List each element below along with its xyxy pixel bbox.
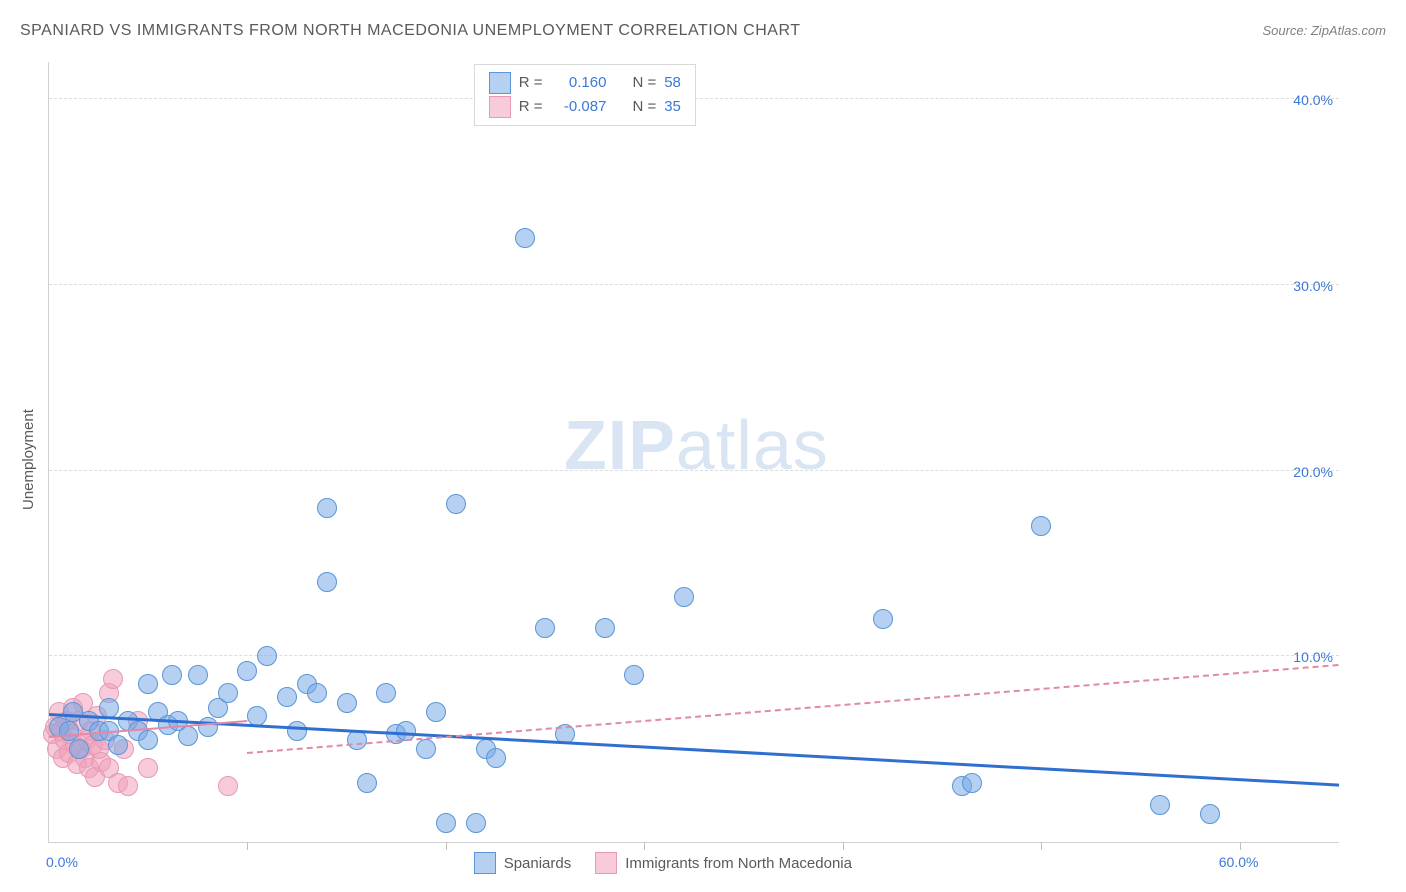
- legend-item-blue: Spaniards: [474, 852, 572, 874]
- legend-row-blue: R = 0.160 N = 58: [489, 71, 681, 95]
- legend-series: Spaniards Immigrants from North Macedoni…: [474, 852, 852, 874]
- data-point-blue: [138, 674, 158, 694]
- data-point-blue: [218, 683, 238, 703]
- r-value-blue: 0.160: [550, 71, 606, 95]
- data-point-blue: [188, 665, 208, 685]
- data-point-blue: [486, 748, 506, 768]
- data-point-blue: [277, 687, 297, 707]
- x-tick: [1041, 842, 1042, 850]
- data-point-blue: [257, 646, 277, 666]
- y-tick-label: 40.0%: [1293, 92, 1333, 108]
- r-label: R =: [519, 71, 543, 95]
- data-point-blue: [307, 683, 327, 703]
- gridline: [49, 655, 1339, 656]
- r-label: R =: [519, 95, 543, 119]
- swatch-blue: [489, 72, 511, 94]
- trend-line-pink: [247, 664, 1339, 754]
- data-point-blue: [247, 706, 267, 726]
- data-point-blue: [237, 661, 257, 681]
- x-tick: [1240, 842, 1241, 850]
- x-tick: [247, 842, 248, 850]
- data-point-blue: [962, 773, 982, 793]
- y-tick-label: 30.0%: [1293, 278, 1333, 294]
- data-point-blue: [69, 739, 89, 759]
- data-point-blue: [1031, 516, 1051, 536]
- data-point-blue: [1200, 804, 1220, 824]
- n-label: N =: [632, 71, 656, 95]
- data-point-blue: [416, 739, 436, 759]
- data-point-blue: [162, 665, 182, 685]
- legend-row-pink: R = -0.087 N = 35: [489, 95, 681, 119]
- y-tick-label: 20.0%: [1293, 464, 1333, 480]
- data-point-blue: [674, 587, 694, 607]
- data-point-blue: [337, 693, 357, 713]
- source-label: Source: ZipAtlas.com: [1262, 23, 1386, 38]
- data-point-blue: [317, 498, 337, 518]
- data-point-blue: [426, 702, 446, 722]
- data-point-blue: [287, 721, 307, 741]
- legend-label-pink: Immigrants from North Macedonia: [625, 855, 852, 872]
- r-value-pink: -0.087: [550, 95, 606, 119]
- n-label: N =: [632, 95, 656, 119]
- x-origin-label: 0.0%: [46, 854, 78, 870]
- swatch-pink: [595, 852, 617, 874]
- data-point-blue: [376, 683, 396, 703]
- data-point-blue: [535, 618, 555, 638]
- data-point-pink: [218, 776, 238, 796]
- n-value-blue: 58: [664, 71, 681, 95]
- data-point-blue: [873, 609, 893, 629]
- legend-label-blue: Spaniards: [504, 855, 572, 872]
- x-end-label: 60.0%: [1219, 854, 1259, 870]
- chart-title: SPANIARD VS IMMIGRANTS FROM NORTH MACEDO…: [20, 22, 800, 40]
- swatch-blue: [474, 852, 496, 874]
- data-point-pink: [103, 669, 123, 689]
- data-point-blue: [446, 494, 466, 514]
- title-bar: SPANIARD VS IMMIGRANTS FROM NORTH MACEDO…: [20, 22, 1386, 40]
- data-point-blue: [595, 618, 615, 638]
- data-point-blue: [178, 726, 198, 746]
- x-tick: [644, 842, 645, 850]
- data-point-blue: [317, 572, 337, 592]
- legend-correlation: R = 0.160 N = 58 R = -0.087 N = 35: [474, 64, 696, 126]
- y-axis-label: Unemployment: [20, 409, 37, 510]
- data-point-blue: [138, 730, 158, 750]
- swatch-pink: [489, 96, 511, 118]
- n-value-pink: 35: [664, 95, 681, 119]
- data-point-blue: [515, 228, 535, 248]
- x-tick: [446, 842, 447, 850]
- trend-line-blue: [49, 713, 1339, 787]
- plot-area: 10.0% 20.0% 30.0% 40.0%: [48, 62, 1339, 843]
- gridline: [49, 284, 1339, 285]
- data-point-blue: [436, 813, 456, 833]
- data-point-pink: [118, 776, 138, 796]
- data-point-blue: [357, 773, 377, 793]
- y-tick-label: 10.0%: [1293, 649, 1333, 665]
- x-tick: [843, 842, 844, 850]
- data-point-blue: [624, 665, 644, 685]
- data-point-blue: [1150, 795, 1170, 815]
- gridline: [49, 470, 1339, 471]
- legend-item-pink: Immigrants from North Macedonia: [595, 852, 852, 874]
- data-point-blue: [466, 813, 486, 833]
- data-point-pink: [138, 758, 158, 778]
- data-point-blue: [108, 735, 128, 755]
- data-point-blue: [59, 721, 79, 741]
- data-point-blue: [198, 717, 218, 737]
